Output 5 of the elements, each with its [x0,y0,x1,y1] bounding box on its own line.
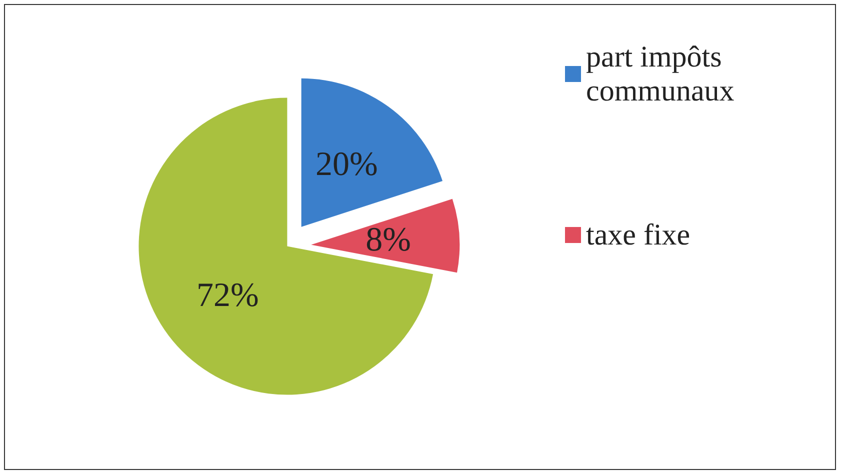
data-label: 20% [316,146,378,183]
data-label: 8% [366,221,411,258]
legend-label: taxe fixe [586,218,690,252]
data-label: 72% [196,277,259,314]
legend-label: part impôts communaux [586,40,734,108]
